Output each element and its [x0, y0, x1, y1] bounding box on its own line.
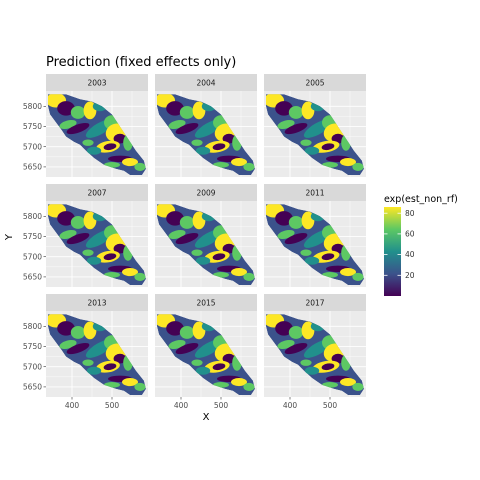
facet-strip [264, 184, 366, 201]
facet-panel-2003: 2003 [46, 74, 148, 177]
facet-panel-2013: 2013 [46, 294, 148, 397]
legend-break-label: 80 [405, 209, 415, 218]
facet-strip [264, 74, 366, 91]
chart-title: Prediction (fixed effects only) [46, 55, 236, 70]
facet-label: 2009 [196, 189, 215, 198]
x-tick-label: 400 [283, 401, 298, 410]
y-axis-title: Y [4, 233, 15, 241]
facet-label: 2011 [305, 189, 324, 198]
legend-break-label: 20 [405, 271, 415, 280]
facet-panel-2015: 2015 [155, 294, 257, 397]
y-tick-label: 5650 [23, 383, 42, 392]
legend: exp(est_non_rf) 20 40 60 80 [384, 194, 458, 296]
facet-label: 2005 [305, 79, 324, 88]
facet-strip [155, 294, 257, 311]
prediction-raster [48, 314, 146, 395]
x-tick-label: 500 [214, 401, 229, 410]
y-tick-label: 5800 [23, 212, 42, 221]
facet-strip [155, 184, 257, 201]
facet-panels: 2003 2004 2005 2007 2009 2011 2013 2015 2017 [46, 74, 366, 397]
facet-strip [46, 294, 148, 311]
facet-label: 2015 [196, 299, 215, 308]
prediction-raster [157, 314, 255, 395]
prediction-raster [266, 314, 364, 395]
y-tick-label: 5650 [23, 273, 42, 282]
facet-strip [264, 294, 366, 311]
facet-label: 2013 [87, 299, 106, 308]
facet-label: 2017 [305, 299, 324, 308]
prediction-raster [157, 94, 255, 175]
x-tick-label: 400 [65, 401, 80, 410]
facet-panel-2009: 2009 [155, 184, 257, 287]
legend-break-label: 60 [405, 230, 415, 239]
y-tick-label: 5750 [23, 342, 42, 351]
x-tick-label: 500 [105, 401, 120, 410]
prediction-raster [48, 94, 146, 175]
facet-panel-2004: 2004 [155, 74, 257, 177]
legend-ticks: 20 40 60 80 [384, 209, 415, 280]
facet-label: 2007 [87, 189, 106, 198]
axes: 5650 5700 5750 5800 5650 5700 5750 5800 5650 5700… [23, 102, 337, 410]
x-axis-title: X [203, 412, 210, 423]
x-tick-label: 400 [174, 401, 189, 410]
facet-strip [46, 184, 148, 201]
legend-title: exp(est_non_rf) [384, 194, 458, 205]
colorbar [384, 207, 401, 296]
y-tick-label: 5750 [23, 122, 42, 131]
facet-panel-2005: 2005 [264, 74, 366, 177]
y-tick-label: 5650 [23, 163, 42, 172]
facet-panel-2007: 2007 [46, 184, 148, 287]
facet-strip [46, 74, 148, 91]
y-tick-label: 5800 [23, 102, 42, 111]
facet-panel-2011: 2011 [264, 184, 366, 287]
x-tick-label: 500 [323, 401, 338, 410]
prediction-raster [48, 204, 146, 285]
prediction-raster [266, 94, 364, 175]
facet-label: 2004 [196, 79, 215, 88]
y-tick-label: 5700 [23, 362, 42, 371]
y-tick-label: 5750 [23, 232, 42, 241]
facet-label: 2003 [87, 79, 106, 88]
y-tick-label: 5800 [23, 322, 42, 331]
facet-strip [155, 74, 257, 91]
facet-panel-2017: 2017 [264, 294, 366, 397]
legend-break-label: 40 [405, 250, 415, 259]
y-tick-label: 5700 [23, 252, 42, 261]
y-tick-label: 5700 [23, 142, 42, 151]
